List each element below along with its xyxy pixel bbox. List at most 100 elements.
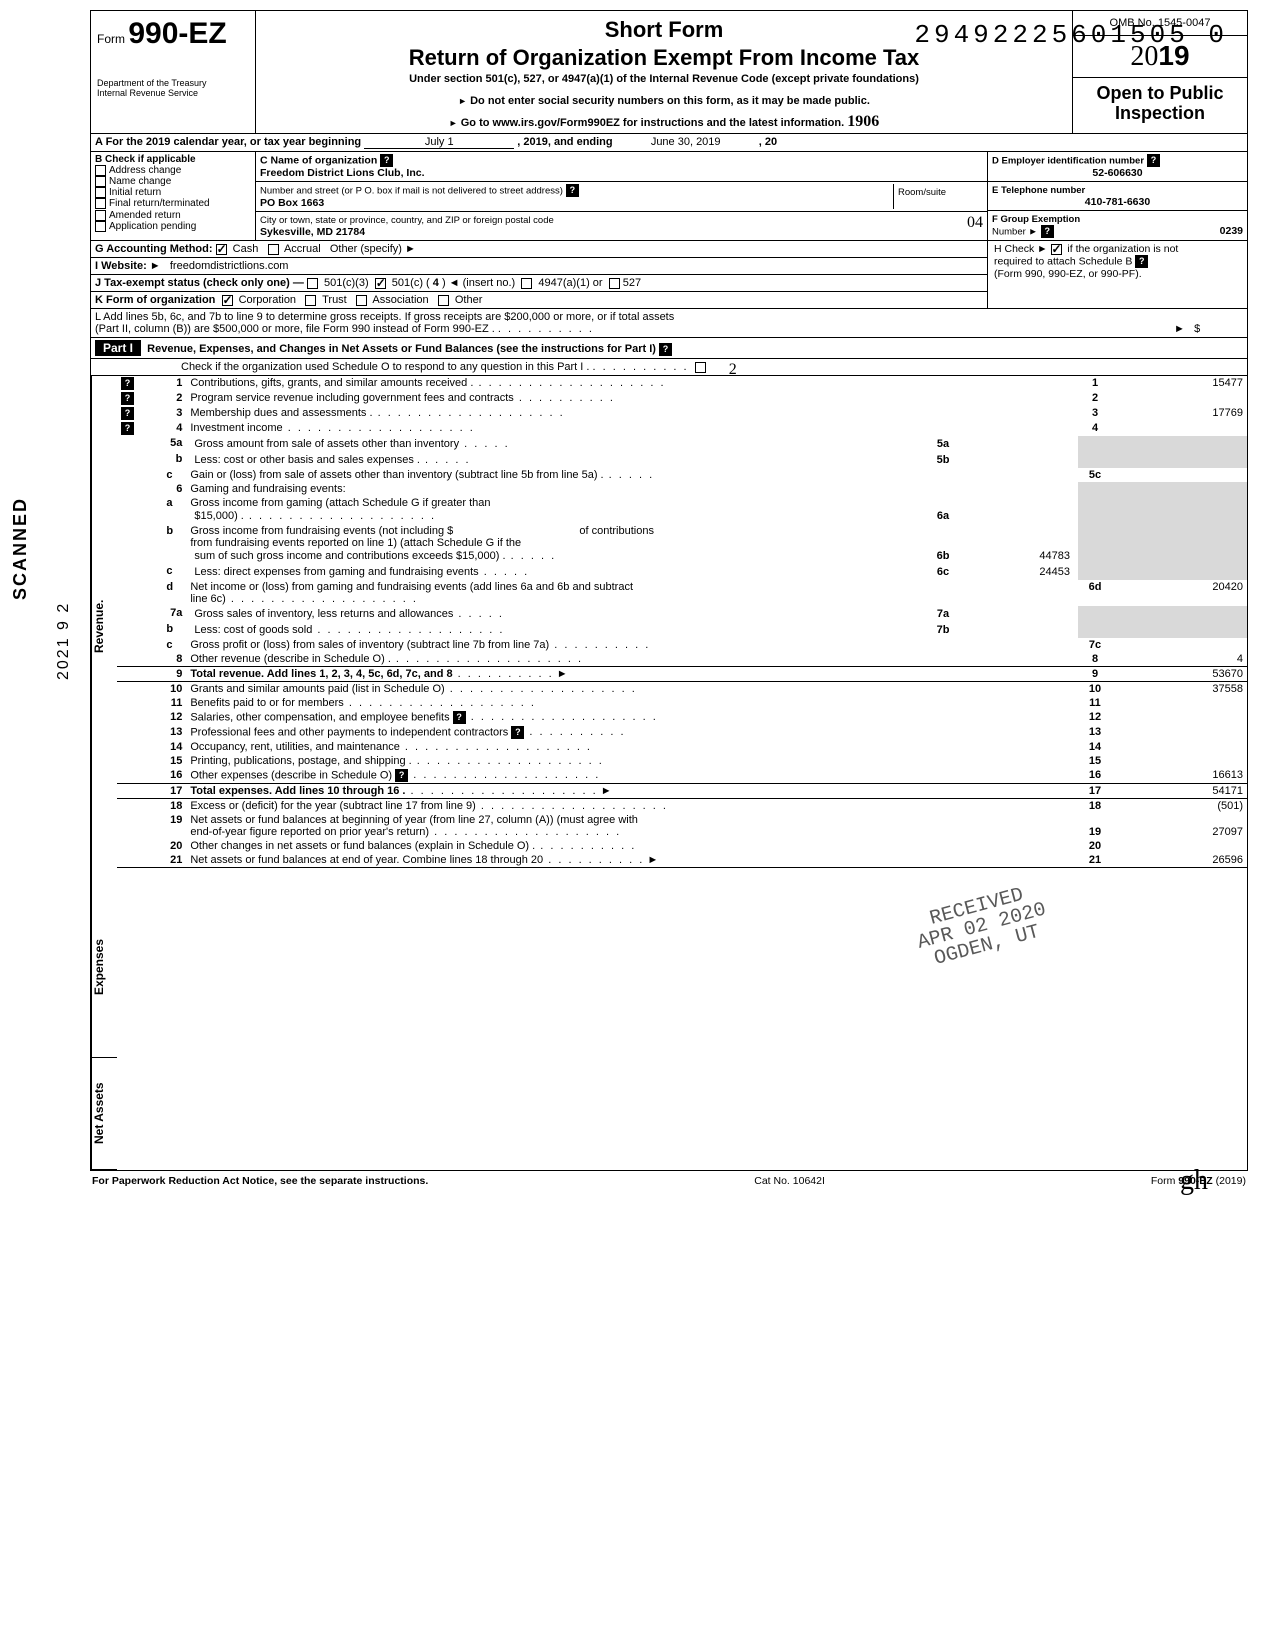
box-15: 15 (1078, 754, 1112, 768)
chk-schedule-o[interactable] (695, 362, 706, 373)
help-icon[interactable]: ? (121, 407, 134, 420)
chk-501c3[interactable] (307, 278, 318, 289)
chk-corporation[interactable] (222, 295, 233, 306)
ln-5a: 5a (152, 436, 186, 452)
box-14: 14 (1078, 740, 1112, 754)
ln-6d: d (152, 580, 186, 606)
help-icon[interactable]: ? (659, 343, 672, 356)
section-expenses-label: Expenses (91, 876, 117, 1058)
val-11 (1112, 696, 1247, 710)
chk-initial-return[interactable] (95, 187, 106, 198)
chk-cash[interactable] (216, 244, 227, 255)
part-1-check-text: Check if the organization used Schedule … (181, 361, 589, 373)
line-l-text1: L Add lines 5b, 6c, and 7b to line 9 to … (95, 311, 674, 323)
col-c-label: C Name of organization (260, 154, 377, 166)
box-13: 13 (1078, 725, 1112, 740)
form-number: 990-EZ (128, 17, 226, 50)
lbl-initial-return: Initial return (109, 187, 161, 198)
box-2: 2 (1078, 391, 1112, 406)
desc-6: Gaming and fundraising events: (190, 483, 345, 495)
box-18: 18 (1078, 799, 1112, 814)
chk-amended[interactable] (95, 210, 106, 221)
chk-name-change[interactable] (95, 176, 106, 187)
section-revenue-label: Revenue. (91, 376, 117, 876)
section-netassets-label: Net Assets (91, 1058, 117, 1170)
val-5c (1112, 468, 1247, 482)
box-3: 3 (1078, 406, 1112, 421)
ln-1: 1 (152, 376, 186, 391)
lbl-cash: Cash (233, 243, 259, 255)
col-b: B Check if applicable Address change Nam… (91, 152, 256, 240)
ssn-warning: Do not enter social security numbers on … (470, 95, 870, 107)
help-icon[interactable]: ? (380, 154, 393, 167)
help-icon[interactable]: ? (1147, 154, 1160, 167)
box-1: 1 (1078, 376, 1112, 391)
hand-1906: 1906 (847, 113, 879, 130)
chk-accrual[interactable] (268, 244, 279, 255)
chk-other-org[interactable] (438, 295, 449, 306)
chk-association[interactable] (356, 295, 367, 306)
help-icon[interactable]: ? (121, 422, 134, 435)
goto-url: Go to www.irs.gov/Form990EZ for instruct… (461, 117, 844, 129)
val-7c (1112, 638, 1247, 652)
val-17: 54171 (1112, 784, 1247, 799)
lbl-501c3: 501(c)(3) (324, 277, 369, 289)
tax-year-end: June 30, 2019 (616, 136, 756, 148)
chk-527[interactable] (609, 278, 620, 289)
val-12 (1112, 710, 1247, 725)
box-20: 20 (1078, 839, 1112, 853)
desc-21: Net assets or fund balances at end of ye… (190, 854, 543, 866)
box-8: 8 (1078, 652, 1112, 667)
help-icon[interactable]: ? (121, 392, 134, 405)
hand-04: 04 (967, 214, 983, 231)
lbl-corporation: Corporation (239, 294, 296, 306)
desc-6b-2: of contributions (579, 525, 654, 537)
help-icon[interactable]: ? (1135, 255, 1148, 268)
box-6c: 6c (922, 565, 964, 579)
col-c: C Name of organization ? Freedom Distric… (256, 152, 987, 240)
desc-6a-1: Gross income from gaming (attach Schedul… (190, 497, 490, 509)
desc-7a: Gross sales of inventory, less returns a… (194, 608, 453, 620)
desc-14: Occupancy, rent, utilities, and maintena… (190, 741, 400, 753)
tel-label: E Telephone number (992, 185, 1085, 196)
desc-16: Other expenses (describe in Schedule O) (190, 769, 392, 781)
ln-15: 15 (152, 754, 186, 768)
help-icon[interactable]: ? (453, 711, 466, 724)
dollar-sign: $ (1194, 323, 1200, 335)
desc-19-2: end-of-year figure reported on prior yea… (190, 826, 429, 838)
line-j-label: J Tax-exempt status (check only one) — (95, 277, 304, 289)
part-1-header: Part I Revenue, Expenses, and Changes in… (91, 338, 1247, 359)
chk-501c[interactable] (375, 278, 386, 289)
box-21: 21 (1078, 853, 1112, 868)
val-14 (1112, 740, 1247, 754)
help-icon[interactable]: ? (566, 184, 579, 197)
box-19: 19 (1078, 813, 1112, 839)
lbl-pending: Application pending (109, 221, 196, 232)
lbl-501c: 501(c) ( (392, 277, 430, 289)
val-7b (964, 623, 1074, 637)
desc-5b: Less: cost or other basis and sales expe… (194, 454, 420, 466)
help-icon[interactable]: ? (1041, 225, 1054, 238)
help-icon[interactable]: ? (511, 726, 524, 739)
chk-pending[interactable] (95, 221, 106, 232)
part-1-body: Revenue. Expenses Net Assets ?1Contribut… (91, 376, 1247, 1170)
box-5b: 5b (922, 453, 964, 467)
chk-address-change[interactable] (95, 165, 106, 176)
box-5c: 5c (1078, 468, 1112, 482)
chk-4947[interactable] (521, 278, 532, 289)
ln-9: 9 (152, 667, 186, 682)
val-15 (1112, 754, 1247, 768)
arrow-17: ► (601, 785, 612, 797)
help-icon[interactable]: ? (395, 769, 408, 782)
lines-table: ?1Contributions, gifts, grants, and simi… (117, 376, 1247, 868)
val-5b (964, 453, 1074, 467)
val-16: 16613 (1112, 768, 1247, 784)
street-address: PO Box 1663 (260, 197, 324, 209)
chk-schedule-b[interactable] (1051, 244, 1062, 255)
help-icon[interactable]: ? (121, 377, 134, 390)
lbl-4947: 4947(a)(1) or (538, 277, 602, 289)
chk-trust[interactable] (305, 295, 316, 306)
part-1-title: Revenue, Expenses, and Changes in Net As… (147, 343, 656, 355)
desc-7b: Less: cost of goods sold (194, 624, 312, 636)
chk-final-return[interactable] (95, 198, 106, 209)
